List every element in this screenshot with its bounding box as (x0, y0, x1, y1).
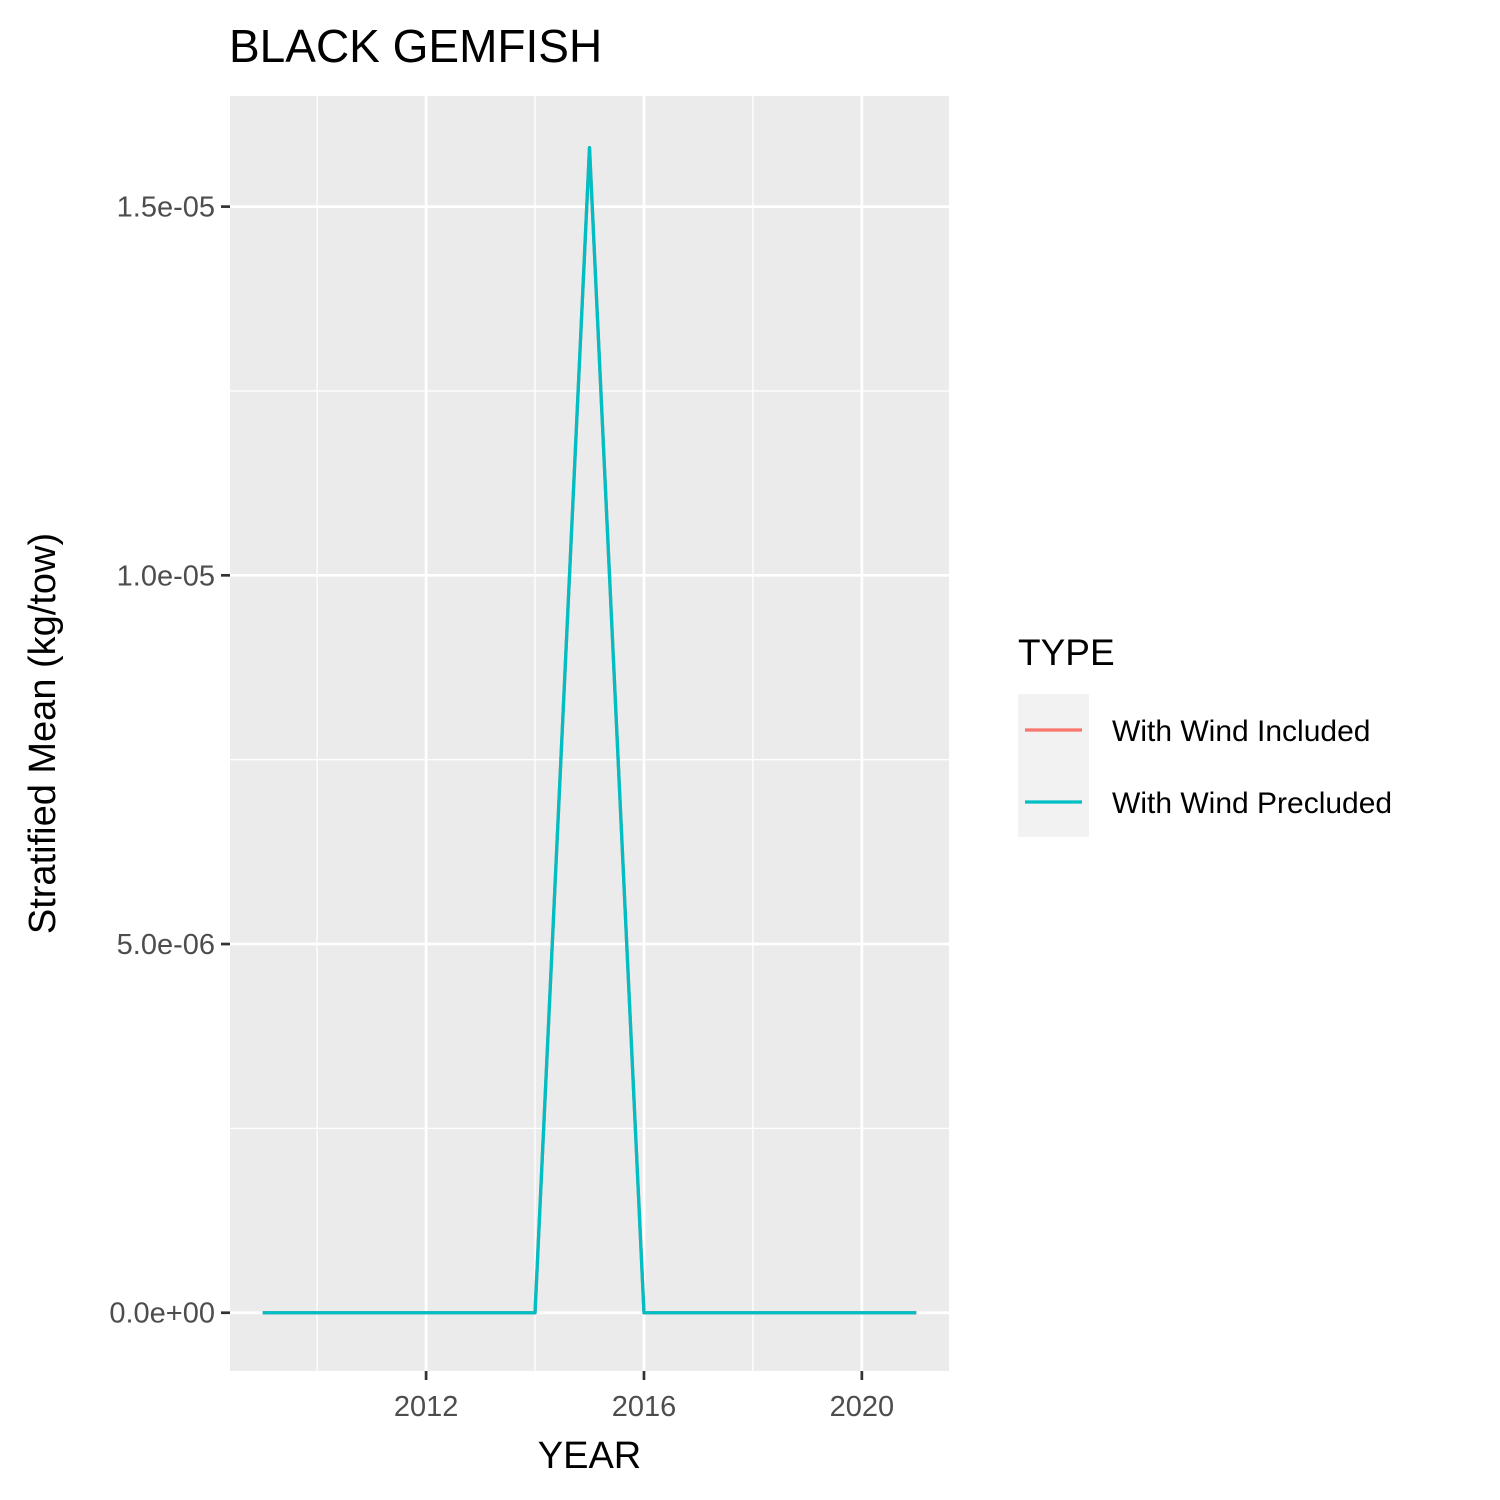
x-axis: 2012 2016 2020 (394, 1371, 894, 1423)
y-tick-label: 5.0e-06 (117, 929, 215, 961)
legend-label-2: With Wind Precluded (1112, 787, 1392, 820)
minor-gridlines (230, 96, 949, 1371)
legend-key-background (1018, 694, 1089, 837)
y-tick-label: 1.0e-05 (117, 560, 215, 592)
y-axis-title: Stratified Mean (kg/tow) (22, 533, 64, 934)
legend-title: TYPE (1018, 632, 1115, 673)
x-tick-label: 2016 (612, 1391, 677, 1423)
y-axis: 0.0e+00 5.0e-06 1.0e-05 1.5e-05 (109, 192, 230, 1330)
chart-title: BLACK GEMFISH (229, 20, 602, 72)
legend-label-1: With Wind Included (1112, 715, 1370, 748)
y-tick-label: 1.5e-05 (117, 192, 215, 224)
series-lines (262, 145, 917, 1315)
plot-panel (230, 96, 949, 1371)
legend: TYPE With Wind Included With Wind Preclud… (1018, 632, 1392, 837)
x-tick-label: 2012 (394, 1391, 459, 1423)
legend-entries: With Wind Included With Wind Precluded (1025, 715, 1392, 820)
y-tick-label: 0.0e+00 (109, 1298, 215, 1330)
x-axis-title: YEAR (538, 1435, 641, 1477)
x-tick-label: 2020 (830, 1391, 895, 1423)
series-line-2 (262, 145, 917, 1315)
